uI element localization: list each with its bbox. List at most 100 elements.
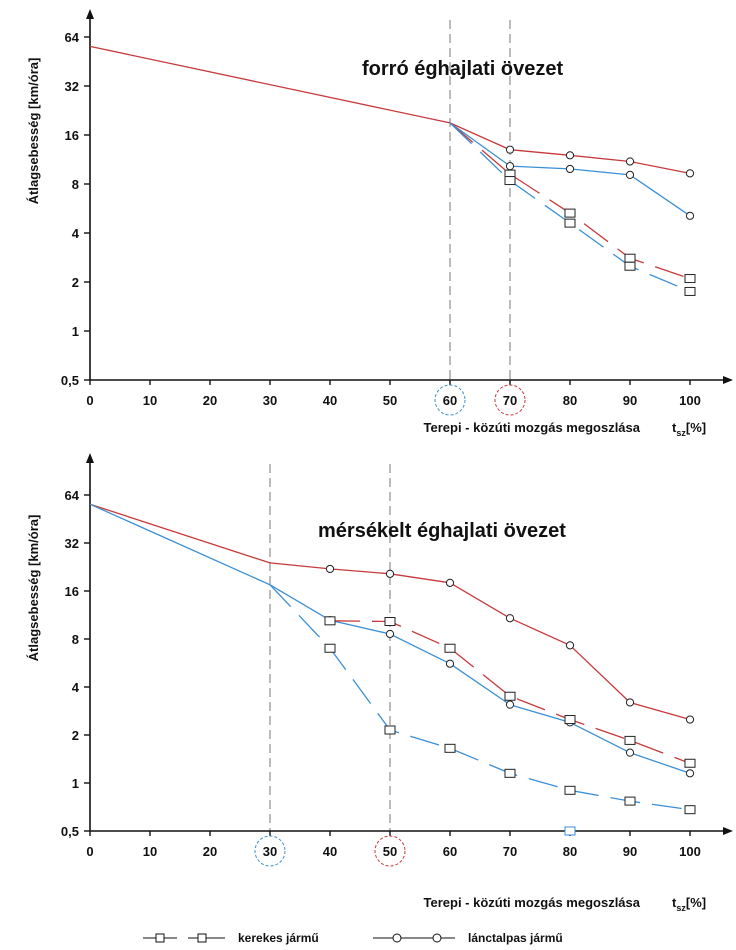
data-point	[684, 274, 696, 284]
data-point	[565, 641, 575, 650]
y-tick-label: 32	[65, 536, 79, 551]
series-line-1	[89, 503, 271, 586]
data-point	[384, 725, 396, 735]
x-tick-label: 80	[563, 844, 577, 859]
x-tick-label: 40	[323, 844, 337, 859]
data-point	[685, 769, 695, 778]
legend-wheeled-label: kerekes jármű	[238, 931, 319, 945]
svg-text:Terepi - közúti mozgás megoszl: Terepi - közúti mozgás megoszlása	[424, 420, 641, 435]
data-point	[624, 796, 636, 806]
y-tick-label: 8	[72, 632, 79, 647]
data-point	[504, 176, 516, 186]
y-tick-label: 4	[72, 226, 80, 241]
data-point	[624, 261, 636, 271]
x-tick-label: 30	[263, 844, 277, 859]
series-line-2	[269, 562, 691, 721]
legend-tracked-symbol	[373, 933, 455, 943]
data-point	[325, 564, 335, 574]
x-tick-label: 30	[263, 393, 277, 408]
x-tick-label: 0	[86, 844, 93, 859]
data-point	[564, 785, 576, 795]
x-tick-label: 50	[383, 844, 397, 859]
data-point	[565, 164, 575, 174]
data-point	[324, 643, 336, 653]
y-tick-label: 0,5	[61, 824, 79, 839]
y-axis-label: Átlagsebesség [km/óra]	[26, 515, 41, 662]
temperate-climate-chart: 0,5 1 2 4 8 16 32 64 0 10 20 30 40 50 60 70 80 90 100 mér…	[26, 453, 733, 913]
y-tick-label: 64	[65, 488, 80, 503]
y-tick-label: 64	[65, 30, 80, 45]
series-line-0	[89, 503, 271, 564]
x-tick-label: 60	[443, 844, 457, 859]
series-line-5	[269, 584, 691, 811]
legend-wheeled-symbol	[143, 933, 225, 943]
data-point	[625, 698, 635, 707]
x-tick-label: 10	[143, 844, 157, 859]
data-point	[684, 286, 696, 296]
data-point	[385, 569, 395, 578]
data-point	[504, 691, 516, 701]
data-point	[384, 617, 396, 627]
data-point	[445, 659, 455, 668]
y-tick-label: 2	[72, 275, 79, 290]
series-line-0	[89, 45, 451, 124]
x-tick-label: 70	[503, 844, 517, 859]
data-point	[564, 715, 576, 725]
x-tick-label: 60	[443, 393, 457, 408]
data-point	[685, 715, 695, 724]
data-point	[564, 826, 576, 836]
circled-tick-70	[494, 384, 526, 416]
x-tick-label: 40	[323, 393, 337, 408]
y-tick-label: 2	[72, 728, 79, 743]
data-point	[444, 643, 456, 653]
x-tick-label: 0	[86, 393, 93, 408]
x-tick-label: 100	[679, 393, 701, 408]
data-point	[625, 170, 635, 179]
x-tick-label: 20	[203, 393, 217, 408]
y-tick-label: 16	[65, 584, 79, 599]
x-tick-label: 90	[623, 393, 637, 408]
y-axis-label: Átlagsebesség [km/óra]	[26, 58, 41, 205]
series-line-3	[449, 122, 691, 280]
y-tick-label: 32	[65, 79, 79, 94]
data-point	[324, 616, 336, 626]
data-point	[445, 578, 455, 587]
y-tick-label: 0,5	[61, 373, 79, 388]
data-point	[385, 629, 395, 639]
data-point	[624, 735, 636, 745]
x-axis-label: Terepi - közúti mozgás megoszlása tsz[%]	[424, 420, 707, 438]
legend-tracked-label: lánctalpas jármű	[468, 931, 563, 945]
x-tick-label: 70	[503, 393, 517, 408]
data-point	[625, 748, 635, 757]
series-line-3	[269, 584, 691, 774]
y-tick-label: 16	[65, 128, 79, 143]
data-point	[565, 151, 575, 160]
hot-climate-chart: 0,5 1 2 4 8 16 32 64 0 10 20 30 40 50 60 70 80 90 100 for…	[26, 9, 733, 438]
data-point	[685, 211, 695, 220]
svg-text:Terepi - közúti mozgás megoszl: Terepi - közúti mozgás megoszlása	[424, 895, 641, 910]
data-point	[684, 805, 696, 815]
chart-title: mérsékelt éghajlati övezet	[318, 520, 566, 542]
data-point	[505, 162, 515, 171]
circled-tick-60	[434, 384, 466, 416]
data-point	[684, 758, 696, 768]
x-tick-label: 90	[623, 844, 637, 859]
data-point	[505, 700, 515, 709]
y-tick-label: 1	[72, 776, 79, 791]
data-point	[444, 743, 456, 753]
data-point	[564, 218, 576, 228]
x-axis-label: Terepi - közúti mozgás megoszlása tsz[%]	[424, 895, 707, 913]
data-point	[685, 169, 695, 178]
x-tick-label: 80	[563, 393, 577, 408]
y-tick-label: 1	[72, 324, 79, 339]
data-point	[564, 208, 576, 218]
x-tick-label: 100	[679, 844, 701, 859]
svg-text:tsz[%]: tsz[%]	[672, 895, 706, 913]
y-tick-label: 4	[72, 680, 80, 695]
x-tick-label: 10	[143, 393, 157, 408]
data-point	[624, 253, 636, 263]
legend: kerekes jármű lánctalpas jármű	[143, 931, 563, 945]
series-line-4	[449, 122, 691, 292]
chart-title: forró éghajlati övezet	[362, 58, 563, 80]
